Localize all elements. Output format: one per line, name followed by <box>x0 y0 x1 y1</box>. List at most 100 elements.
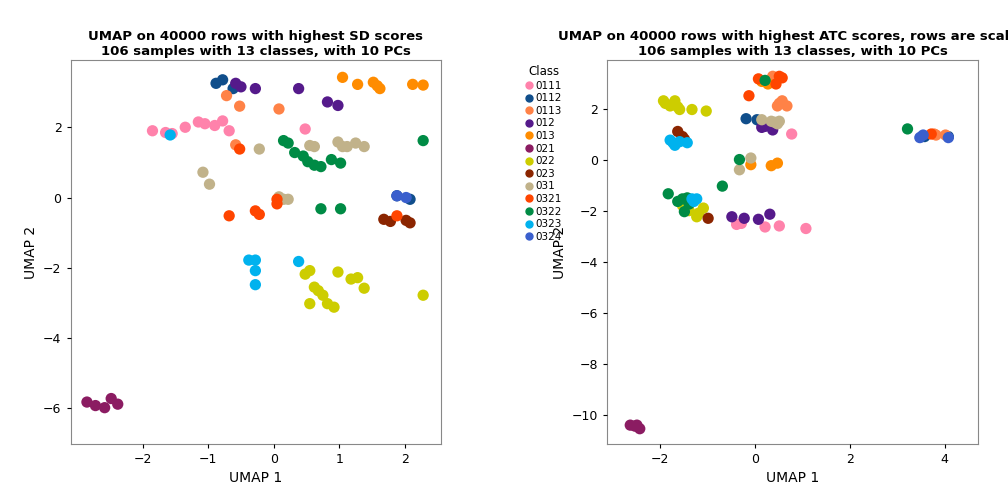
Point <box>219 92 235 100</box>
Point <box>232 145 248 153</box>
Point <box>754 116 770 124</box>
Point <box>771 72 787 80</box>
Point <box>164 130 180 138</box>
Point <box>330 101 346 109</box>
Point <box>415 81 431 89</box>
Point <box>215 117 231 125</box>
Point <box>916 133 932 141</box>
Point <box>404 80 420 88</box>
Point <box>798 224 814 232</box>
Point <box>221 127 237 135</box>
Title: UMAP on 40000 rows with highest SD scores
106 samples with 13 classes, with 10 P: UMAP on 40000 rows with highest SD score… <box>89 30 423 58</box>
Point <box>221 212 237 220</box>
Point <box>326 303 342 311</box>
Point <box>783 130 799 138</box>
Point <box>389 192 405 200</box>
Point <box>674 202 690 210</box>
Point <box>732 166 748 174</box>
Point <box>765 126 781 134</box>
Point <box>312 205 329 213</box>
Point <box>330 138 346 146</box>
Point <box>202 180 218 188</box>
Point <box>320 299 336 307</box>
Point <box>750 75 766 83</box>
Y-axis label: UMAP 2: UMAP 2 <box>23 225 37 279</box>
Point <box>228 141 244 149</box>
Point <box>310 287 327 295</box>
Point <box>657 99 673 107</box>
Point <box>763 162 779 170</box>
Point <box>271 105 287 113</box>
Point <box>771 117 787 125</box>
Point <box>771 222 787 230</box>
Point <box>681 207 698 215</box>
Point <box>736 214 752 222</box>
Point <box>729 220 745 228</box>
Point <box>365 78 381 86</box>
Point <box>103 395 119 403</box>
Point <box>754 123 770 132</box>
Point <box>356 284 372 292</box>
Point <box>350 274 366 282</box>
Point <box>715 182 731 190</box>
Point <box>228 79 244 87</box>
Point <box>679 194 696 202</box>
Point <box>762 210 778 218</box>
Point <box>665 139 681 147</box>
Point <box>765 72 781 80</box>
Point <box>389 192 405 200</box>
Point <box>674 195 690 203</box>
Point <box>280 139 296 147</box>
Point <box>741 92 757 100</box>
Point <box>299 158 316 166</box>
Point <box>660 190 676 198</box>
Y-axis label: UMAP 2: UMAP 2 <box>552 225 566 279</box>
Point <box>662 136 678 144</box>
Point <box>750 215 766 223</box>
Point <box>269 200 285 208</box>
Point <box>232 102 248 110</box>
Point <box>923 130 939 138</box>
Point <box>700 214 716 222</box>
Point <box>301 267 318 275</box>
Point <box>195 168 211 176</box>
Title: UMAP on 40000 rows with highest ATC scores, rows are scaled
106 samples with 13 : UMAP on 40000 rows with highest ATC scor… <box>557 30 1008 58</box>
Point <box>314 291 331 299</box>
Point <box>348 139 364 147</box>
Point <box>667 97 683 105</box>
Point <box>162 131 178 139</box>
Point <box>297 125 313 133</box>
Point <box>301 299 318 307</box>
Point <box>335 143 351 151</box>
Point <box>940 134 957 142</box>
Point <box>306 161 323 169</box>
Point <box>335 73 351 81</box>
Point <box>763 117 779 125</box>
Point <box>157 129 173 137</box>
Point <box>771 99 787 107</box>
Point <box>330 268 346 276</box>
Point <box>110 400 126 408</box>
Point <box>280 195 296 203</box>
Point <box>251 210 267 218</box>
Point <box>312 163 329 171</box>
Point <box>912 134 928 142</box>
Point <box>667 141 683 149</box>
Point <box>769 159 785 167</box>
Point <box>688 213 705 221</box>
Point <box>275 195 291 203</box>
Point <box>757 122 773 131</box>
Point <box>215 76 231 84</box>
Point <box>415 137 431 145</box>
Point <box>372 85 388 93</box>
Point <box>402 219 418 227</box>
Point <box>79 398 95 406</box>
Point <box>207 121 223 130</box>
Point <box>269 195 285 203</box>
Point <box>295 152 311 160</box>
Point <box>928 131 944 139</box>
Point <box>669 103 685 111</box>
Point <box>247 207 263 215</box>
Point <box>757 223 773 231</box>
Point <box>333 159 349 167</box>
